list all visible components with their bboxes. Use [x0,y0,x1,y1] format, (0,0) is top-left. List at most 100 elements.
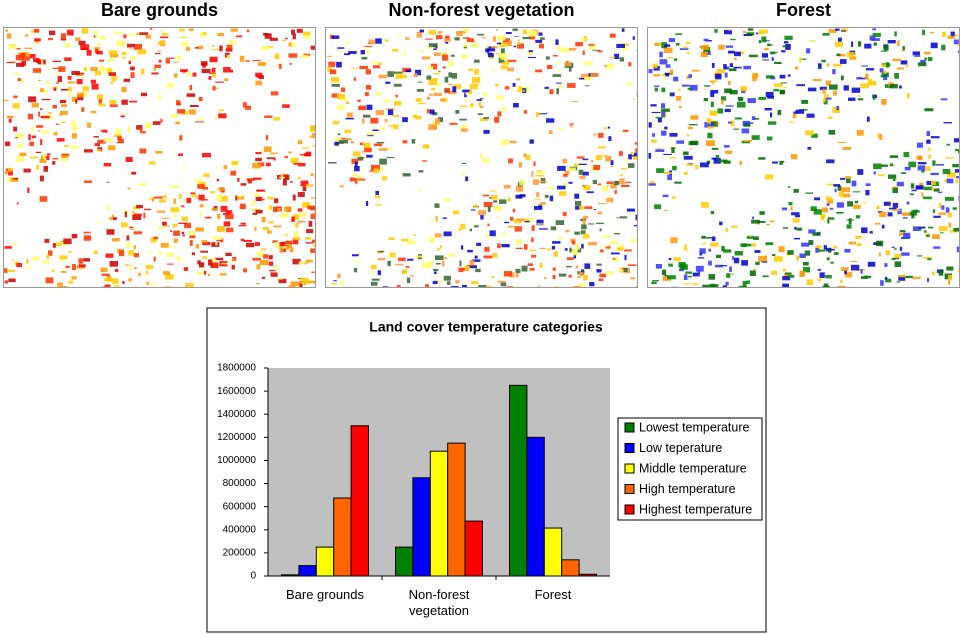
map-speck [139,131,146,134]
map-speck [231,160,239,165]
map-speck [779,74,786,79]
map-speck [778,246,785,253]
map-speck [428,93,434,96]
map-speck [880,280,884,286]
map-speck [924,51,931,55]
map-speck [818,249,826,252]
map-speck [569,247,572,253]
map-speck [269,153,275,155]
map-speck [661,108,670,112]
map-speck [385,81,391,84]
map-speck [202,256,208,259]
map-speck [53,87,57,91]
map-speck [178,153,183,156]
map-speck [211,67,216,73]
map-speck [474,225,479,228]
map-speck [501,62,510,65]
map-speck [540,202,546,205]
map-speck [836,105,839,111]
map-speck [254,193,261,197]
map-speck [782,268,787,272]
map-speck [13,107,21,109]
map-speck [483,117,489,120]
map-speck [314,277,315,280]
map-speck [840,30,846,32]
map-speck [68,280,74,284]
map-speck [129,228,136,230]
map-speck [384,118,388,123]
map-speck [33,28,40,33]
map-speck [152,197,155,202]
map-speck [27,187,30,193]
map-speck [841,28,848,33]
map-speck [627,163,635,168]
map-speck [716,254,721,258]
map-speck [224,78,229,81]
map-speck [186,95,195,97]
map-speck [105,253,114,258]
map-speck [267,196,274,200]
map-speck [309,206,315,211]
map-speck [473,204,478,208]
map-speck [912,276,921,280]
map-speck [144,122,152,129]
map-speck [911,189,917,192]
map-speck [337,273,341,278]
map-speck [442,54,449,61]
map-speck [485,233,489,238]
map-speck [151,72,159,75]
map-speck [801,58,807,60]
map-speck [195,197,199,199]
map-speck [133,231,143,235]
map-speck [262,227,270,231]
map-speck [61,286,68,287]
map-speck [263,254,268,259]
map-speck [554,62,563,64]
map-speck [704,122,714,128]
map-speck [902,46,905,51]
map-speck [208,259,213,266]
map-speck [109,261,118,267]
map-speck [229,69,233,73]
map-speck [672,165,677,171]
map-speck [559,273,567,277]
map-speck [733,57,737,60]
map-speck [363,142,371,148]
map-speck [273,117,281,121]
map-speck [950,31,955,38]
map-speck [482,194,490,197]
map-speck [194,47,199,49]
map-speck [466,38,474,42]
map-speck [501,139,509,146]
map-speck [507,225,517,228]
map-speck [729,266,732,272]
map-speck [428,30,436,35]
map-speck [474,59,480,63]
map-speck [854,200,859,204]
map-speck [179,135,183,141]
map-speck [451,73,458,79]
map-speck [289,247,294,253]
map-speck [90,66,98,72]
map-speck [8,170,13,176]
map-speck [753,269,756,271]
map-speck [293,230,299,237]
map-speck [44,238,50,243]
map-speck [851,41,854,47]
map-speck [297,162,306,167]
map-speck [427,46,436,49]
map-speck [170,114,178,118]
map-speck [52,161,56,165]
panel-title: Forest [775,0,831,20]
map-speck [933,209,936,213]
map-speck [658,148,661,150]
map-speck [413,233,416,236]
map-speck [957,269,959,273]
map-speck [515,247,523,249]
map-speck [196,271,205,275]
map-speck [96,50,103,55]
map-speck [366,154,373,158]
map-speck [261,198,265,201]
map-speck [402,173,411,177]
map-speck [788,186,791,188]
